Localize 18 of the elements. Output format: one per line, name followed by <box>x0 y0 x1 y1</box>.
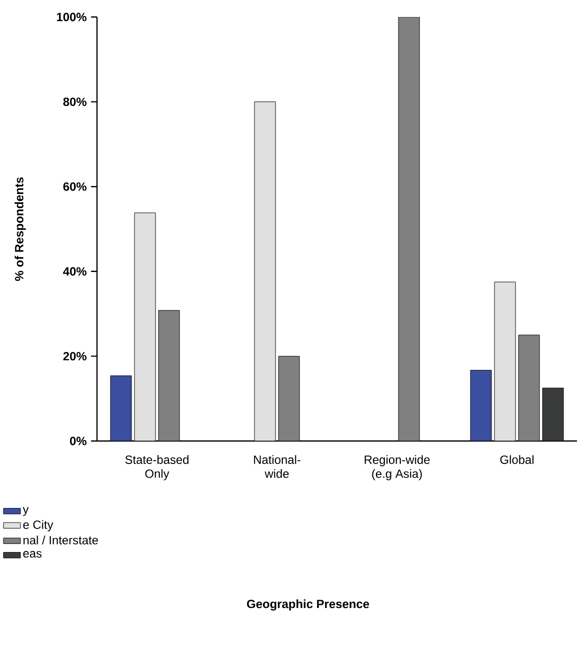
x-tick-label: Region-wide (e.g Asia) <box>364 455 430 480</box>
y-tick-label: 60% <box>63 182 86 191</box>
y-axis-title: % of Respondents <box>14 177 26 281</box>
y-tick-label: 40% <box>63 267 86 276</box>
y-tick-label: 0% <box>70 436 86 446</box>
x-tick-label: Global <box>500 455 534 464</box>
legend-label: y <box>22 507 29 516</box>
legend-label: eas <box>23 551 42 558</box>
x-tick-label: State-based Only <box>125 455 188 480</box>
x-tick-label: National-wide <box>254 455 300 478</box>
y-tick-label: 80% <box>63 98 86 106</box>
bar <box>110 375 132 441</box>
text: Geographic Presence <box>247 599 370 611</box>
bar <box>470 370 492 441</box>
legend-label: e City <box>23 520 54 532</box>
y-tick-label: 20% <box>63 352 86 360</box>
y-tick-label: 100% <box>56 12 86 22</box>
legend-label: nal / Interstate <box>24 536 98 544</box>
